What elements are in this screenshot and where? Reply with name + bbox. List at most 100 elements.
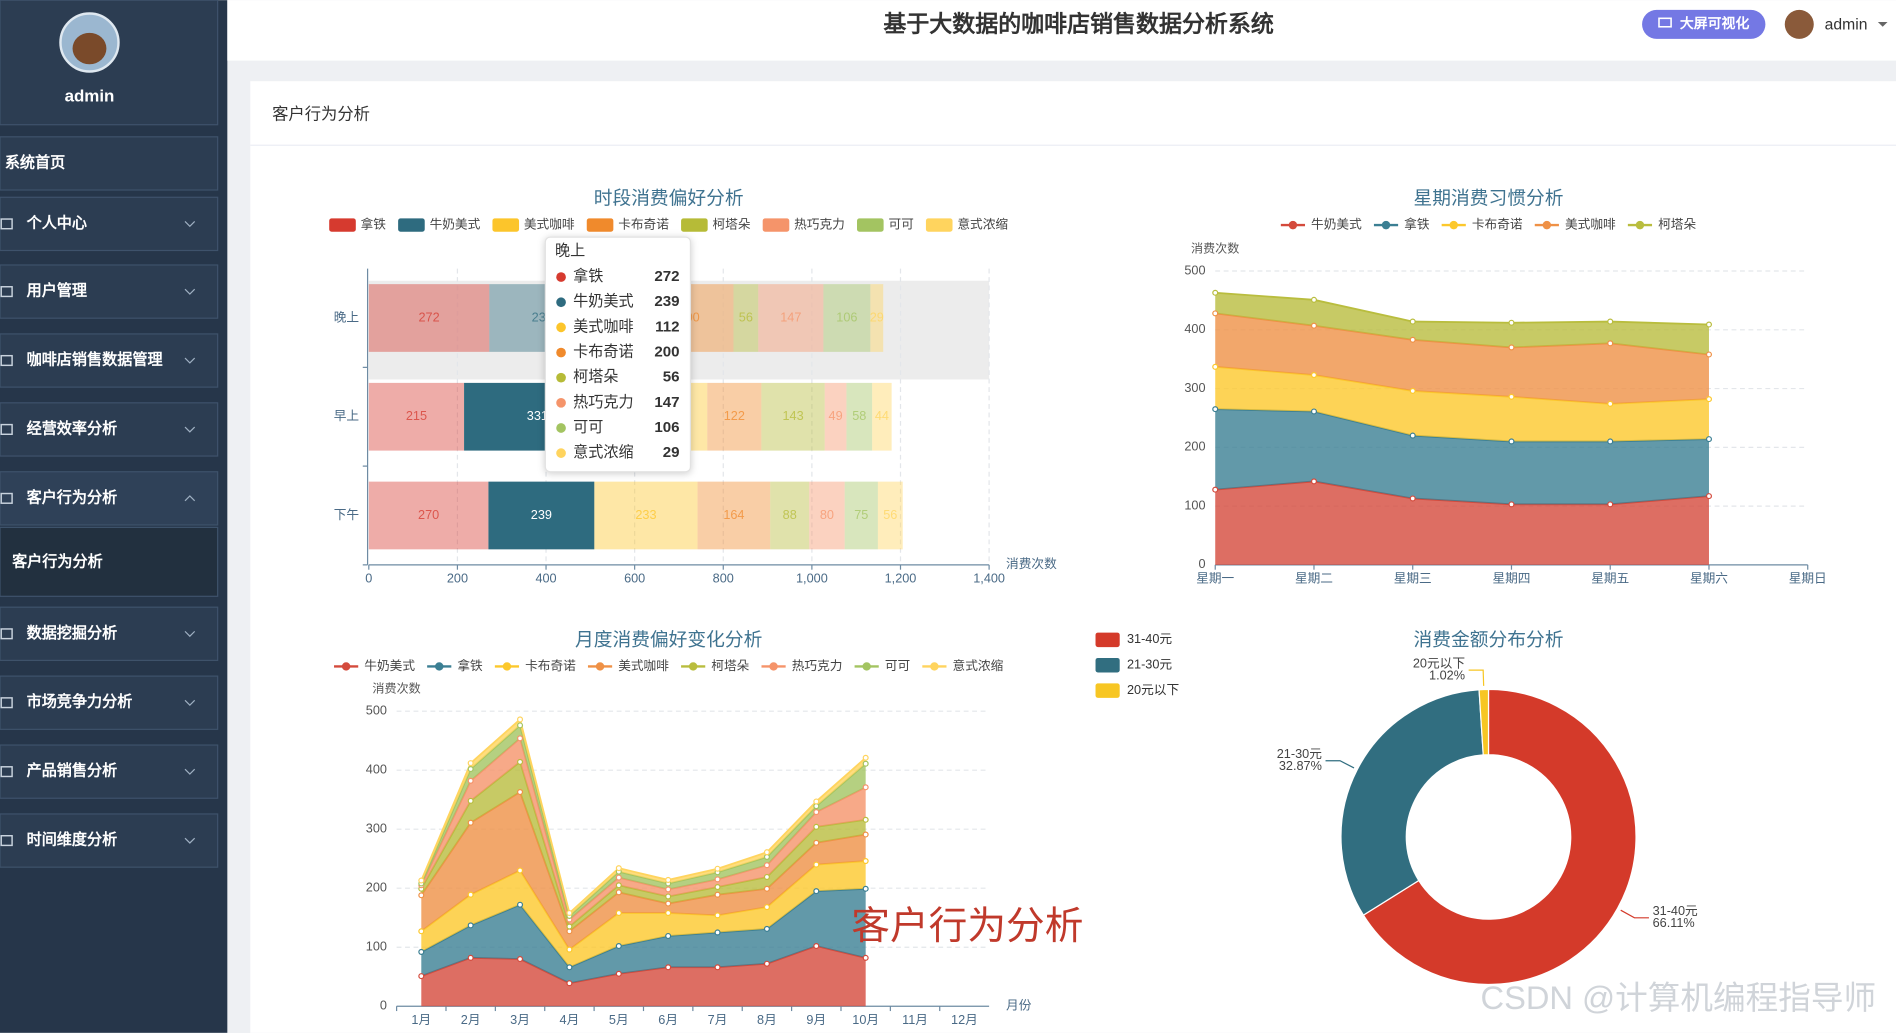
legend-swatch[interactable] [1095,632,1120,648]
legend-label[interactable]: 20元以下 [1127,683,1179,697]
menu-label[interactable]: 咖啡店销售数据管理 [27,350,163,368]
legend-dot[interactable] [1635,220,1645,230]
legend-dot[interactable] [341,662,351,671]
legend-item[interactable]: 20元以下 [1095,683,1180,698]
legend-label[interactable]: 热巧克力 [792,659,843,673]
legend-label[interactable]: 柯塔朵 [1658,217,1696,231]
legend-label[interactable]: 热巧克力 [794,217,845,231]
header-user[interactable]: admin [1825,17,1868,34]
legend-dot[interactable] [1542,220,1552,230]
legend-dot[interactable] [1381,220,1391,230]
legend-dot[interactable] [595,662,605,671]
big-screen-label[interactable]: 大屏可视化 [1680,15,1750,31]
legend-dot[interactable] [930,662,939,671]
legend-item[interactable]: 柯塔朵 [681,659,750,673]
legend-label[interactable]: 美式咖啡 [1565,217,1616,231]
legend-label[interactable]: 卡布奇诺 [1472,216,1523,231]
legend-label[interactable]: 美式咖啡 [524,217,575,231]
legend-swatch[interactable] [1095,657,1120,673]
legend-label[interactable]: 卡布奇诺 [525,658,576,673]
menu-item-box[interactable] [0,196,219,252]
legend-item[interactable]: 可可 [854,659,911,673]
legend-item[interactable]: 31-40元 [1095,632,1173,648]
menu-item-box[interactable] [0,333,219,388]
legend-item[interactable]: 意式浓缩 [922,658,1004,673]
legend-item[interactable]: 拿铁 [1373,216,1430,231]
legend-item[interactable]: 拿铁 [329,216,387,232]
menu-label[interactable]: 用户管理 [26,282,87,300]
menu-label[interactable]: 市场竞争力分析 [27,693,133,711]
legend-dot[interactable] [1449,220,1458,230]
submenu-item[interactable]: 客户行为分析 [0,526,219,597]
legend-label[interactable]: 可可 [888,217,914,231]
legend-item[interactable]: 美式咖啡 [1534,217,1616,231]
menu-label[interactable]: 系统首页 [5,153,65,171]
legend-item[interactable]: 美式咖啡 [587,659,669,673]
legend-swatch[interactable] [492,218,520,232]
big-screen-button[interactable] [1642,9,1766,39]
legend-item[interactable]: 柯塔朵 [1627,217,1697,231]
menu-item-box[interactable] [0,675,219,730]
legend-dot[interactable] [502,662,512,671]
menu-label[interactable]: 经营效率分析 [27,419,118,437]
legend-label[interactable]: 柯塔朵 [711,659,749,673]
menu-item-box[interactable] [0,813,219,868]
legend-item[interactable]: 牛奶美式 [398,217,481,232]
legend-dot[interactable] [769,662,778,671]
submenu-label[interactable]: 客户行为分析 [11,552,103,570]
legend-dot[interactable] [862,662,871,671]
legend-item[interactable]: 卡布奇诺 [1441,216,1523,231]
menu-item[interactable]: 客户行为分析 [0,471,219,526]
legend-item[interactable]: 牛奶美式 [1280,217,1362,231]
menu-label[interactable]: 客户行为分析 [26,488,118,506]
menu-item-box[interactable] [0,402,219,457]
header-avatar[interactable] [1784,9,1814,39]
menu-item-box[interactable] [0,136,219,191]
legend-label[interactable]: 牛奶美式 [364,659,415,673]
legend-label[interactable]: 意式浓缩 [953,658,1004,673]
legend-swatch[interactable] [681,218,708,232]
legend-item[interactable]: 美式咖啡 [492,217,575,232]
legend-label[interactable]: 拿铁 [457,658,483,673]
legend-swatch[interactable] [329,218,356,232]
legend-label[interactable]: 21-30元 [1127,658,1172,672]
menu-item-box[interactable] [0,744,219,799]
menu-item-box[interactable] [0,606,219,661]
legend-label[interactable]: 美式咖啡 [618,659,669,673]
menu-item[interactable]: 产品销售分析 [0,744,219,799]
legend-item[interactable]: 牛奶美式 [334,659,415,673]
legend-label[interactable]: 卡布奇诺 [618,216,669,231]
legend-item[interactable]: 热巧克力 [762,217,845,232]
legend-dot[interactable] [1288,220,1298,230]
legend-label[interactable]: 拿铁 [361,216,387,231]
menu-item[interactable]: 咖啡店销售数据管理 [0,333,219,388]
legend-swatch[interactable] [1095,683,1120,698]
legend-swatch[interactable] [398,218,425,232]
legend-item[interactable]: 卡布奇诺 [494,658,576,673]
user-caret[interactable] [1877,21,1888,27]
legend-item[interactable]: 热巧克力 [761,659,842,673]
legend-item[interactable]: 21-30元 [1095,657,1173,673]
legend-item[interactable]: 意式浓缩 [925,216,1009,232]
submenu-box[interactable] [0,526,219,597]
menu-label[interactable]: 产品销售分析 [27,762,118,780]
legend-label[interactable]: 牛奶美式 [430,217,481,231]
menu-item[interactable]: 数据挖掘分析 [0,606,219,661]
menu-item[interactable]: 经营效率分析 [0,402,219,457]
menu-item[interactable]: 市场竞争力分析 [0,675,219,730]
menu-label[interactable]: 数据挖掘分析 [27,624,118,642]
legend-label[interactable]: 牛奶美式 [1311,217,1362,231]
menu-item-box[interactable] [0,471,219,526]
legend-label[interactable]: 意式浓缩 [957,216,1008,231]
legend-item[interactable]: 柯塔朵 [681,217,751,232]
legend-swatch[interactable] [925,218,953,232]
menu-item[interactable]: 用户管理 [0,264,219,319]
legend-label[interactable]: 柯塔朵 [713,217,751,231]
legend-item[interactable]: 拿铁 [427,658,483,673]
legend-label[interactable]: 可可 [885,659,911,673]
legend-item[interactable]: 可可 [857,217,914,232]
menu-label[interactable]: 时间维度分析 [27,831,118,849]
menu-item[interactable]: 系统首页 [0,136,219,191]
legend-label[interactable]: 31-40元 [1127,632,1172,646]
legend-item[interactable]: 卡布奇诺 [586,216,670,232]
